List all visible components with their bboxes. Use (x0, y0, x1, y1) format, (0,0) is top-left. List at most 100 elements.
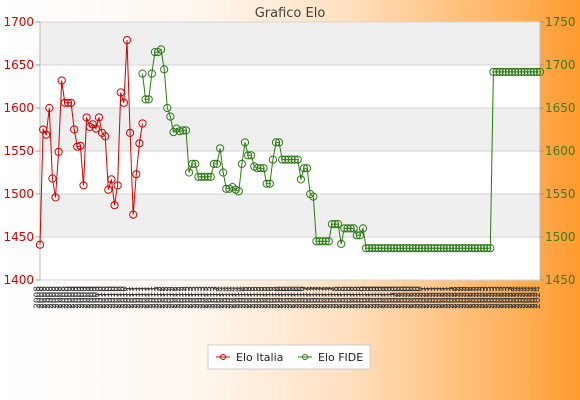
data-point (296, 175, 305, 184)
data-point (452, 244, 461, 253)
y-right-tick-label: 1700 (545, 58, 576, 72)
x-tick-label: 2020 (396, 286, 406, 309)
x-tick-label: 2019 (381, 286, 391, 309)
data-point (486, 244, 495, 253)
x-tick-label: 2011 (145, 286, 155, 309)
data-point (461, 244, 470, 253)
x-tick-label: 2008 (52, 286, 62, 309)
data-point (57, 76, 66, 85)
data-point (405, 244, 414, 253)
x-tick-label: 2014 (213, 286, 223, 309)
x-tick-label: 2016 (297, 286, 307, 309)
x-tick-label: 2011 (132, 286, 142, 309)
data-point (393, 244, 402, 253)
x-tick-label: 2011 (151, 286, 161, 309)
x-tick-label: 2023 (486, 286, 496, 309)
grid-bands (39, 21, 541, 281)
x-tick-label: 2013 (191, 286, 201, 309)
data-point (67, 98, 76, 107)
grid-band (40, 22, 540, 65)
data-point (424, 244, 433, 253)
data-point (346, 224, 355, 233)
data-point (262, 179, 271, 188)
data-point (63, 98, 73, 107)
data-point (244, 151, 253, 160)
data-point (119, 98, 129, 107)
x-tick-label: 2020 (409, 286, 419, 309)
x-tick-label: 2021 (440, 286, 450, 309)
x-tick-label: 2017 (319, 286, 329, 309)
data-point (178, 126, 187, 135)
x-tick-label: 2009 (80, 286, 90, 309)
x-tick-label: 2011 (142, 286, 152, 309)
x-tick-label: 2010 (101, 286, 111, 309)
data-point (520, 67, 529, 77)
y-left-tick-label: 1500 (3, 187, 34, 201)
data-point (54, 147, 63, 156)
x-tick-label: 2012 (160, 286, 170, 309)
data-point (352, 231, 361, 240)
y-right-tick-label: 1500 (545, 230, 576, 244)
data-point (402, 244, 411, 253)
x-tick-label: 2016 (288, 286, 298, 309)
x-tick-label: 2022 (471, 286, 481, 309)
data-point (132, 170, 141, 179)
data-point (181, 126, 191, 135)
data-point (203, 172, 212, 181)
y-left-tick-label: 1700 (3, 15, 34, 29)
x-tick-label: 2014 (216, 286, 226, 309)
x-tick-label: 2023 (502, 286, 512, 309)
data-point (35, 240, 45, 249)
x-tick-label: 2018 (334, 286, 344, 309)
data-point (343, 224, 352, 233)
x-tick-label: 2015 (263, 286, 273, 309)
data-point (470, 244, 479, 253)
x-tick-label: 2022 (458, 286, 468, 309)
data-point (355, 231, 364, 240)
x-tick-label: 2021 (443, 286, 453, 309)
x-tick-label: 2021 (434, 286, 444, 309)
x-tick-label: 2015 (269, 286, 279, 309)
data-point (107, 175, 116, 184)
data-point (523, 67, 532, 77)
x-tick-label: 2013 (198, 286, 208, 309)
x-tick-label: 2017 (316, 286, 326, 309)
x-tick-label: 2008 (55, 286, 65, 309)
x-tick-label: 2023 (483, 286, 493, 309)
y-axis-right: 1450 1500 1550 1600 1650 1700 1750 (540, 15, 576, 287)
data-point (448, 244, 458, 253)
data-point (483, 244, 492, 253)
y-left-tick-label: 1400 (3, 273, 34, 287)
x-tick-label: 2010 (120, 286, 130, 309)
data-point (340, 224, 349, 233)
data-point (163, 103, 172, 113)
x-tick-label: 2024 (521, 286, 531, 309)
data-point (383, 244, 392, 253)
data-point (504, 67, 513, 77)
data-point (51, 193, 60, 202)
y-left-tick-label: 1600 (3, 101, 34, 115)
data-point (188, 159, 197, 168)
data-point (42, 130, 51, 139)
data-point (197, 172, 206, 181)
data-point (144, 95, 153, 104)
data-point (303, 164, 312, 173)
data-point (135, 139, 144, 148)
data-point (368, 244, 377, 253)
x-tick-label: 2023 (493, 286, 503, 309)
data-point (219, 168, 228, 177)
x-tick-label: 2009 (92, 286, 102, 309)
data-point (386, 244, 395, 253)
data-point (200, 172, 209, 181)
x-tick-label: 2019 (365, 286, 375, 309)
data-point (113, 181, 122, 190)
x-tick-label: 2021 (418, 286, 428, 309)
x-tick-label: 2020 (393, 286, 403, 309)
x-tick-label: 2021 (421, 286, 431, 309)
x-tick-label: 2016 (294, 286, 304, 309)
x-tick-label: 2019 (362, 286, 372, 309)
x-tick-label: 2017 (322, 286, 332, 309)
data-point (79, 181, 88, 190)
x-tick-label: 2009 (73, 286, 83, 309)
x-tick-label: 2013 (194, 286, 204, 309)
